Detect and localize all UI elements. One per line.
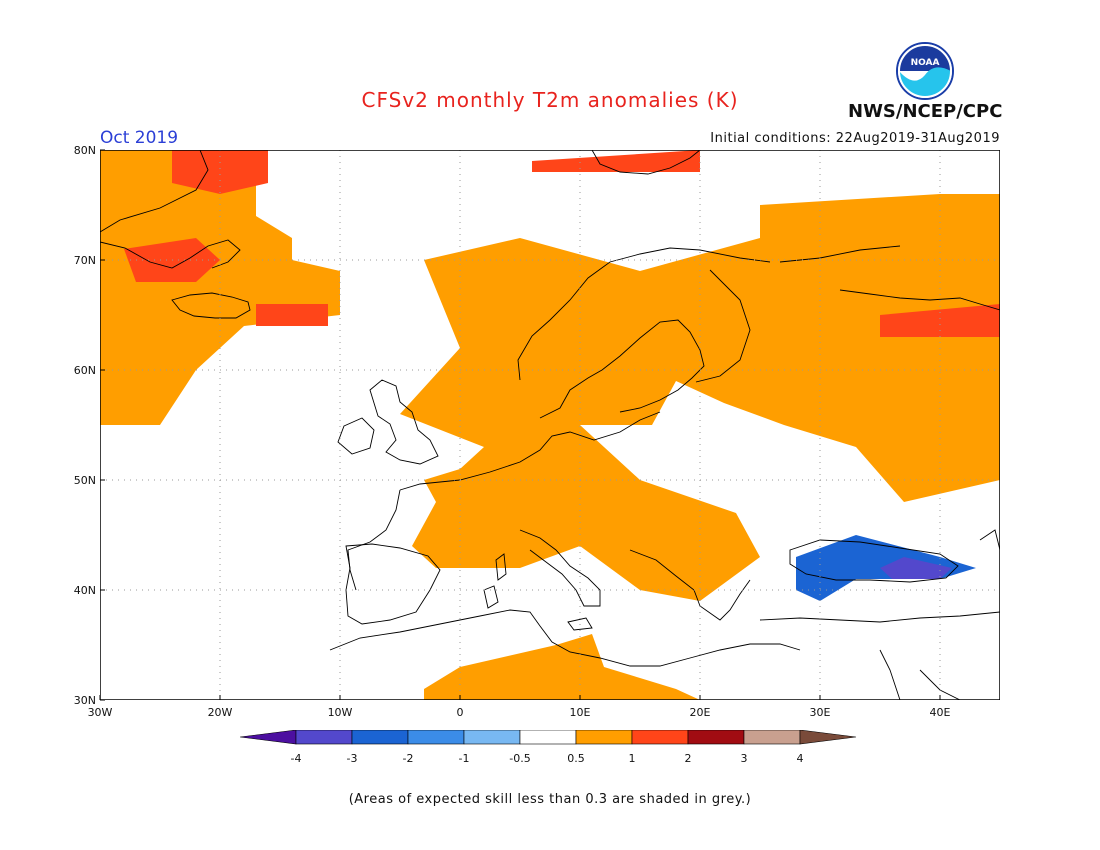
colorbar-upper-arrow bbox=[799, 730, 857, 745]
lat-tick-label: 80N bbox=[74, 144, 96, 157]
colorbar-swatch bbox=[463, 730, 521, 745]
anomaly-region-4 bbox=[880, 557, 952, 579]
colorbar-swatch bbox=[295, 730, 353, 745]
colorbar: -4 -3 -2 -1 -0.5 0.5 1 2 3 4 bbox=[240, 730, 857, 765]
colorbar-label: -0.5 bbox=[509, 752, 530, 765]
valid-month: Oct 2019 bbox=[100, 128, 179, 148]
hot-spot-4 bbox=[532, 150, 700, 172]
lon-tick-label: 30E bbox=[810, 706, 831, 719]
lon-tick-label: 30W bbox=[88, 706, 113, 719]
colorbar-label: 1 bbox=[629, 752, 636, 765]
colorbar-swatch bbox=[743, 730, 801, 745]
lon-tick-label: 0 bbox=[457, 706, 464, 719]
hot-spot-0 bbox=[172, 150, 268, 194]
initial-conditions: Initial conditions: 22Aug2019-31Aug2019 bbox=[710, 131, 1000, 146]
lon-tick-label: 40E bbox=[930, 706, 951, 719]
colorbar-swatch bbox=[351, 730, 409, 745]
lon-tick-label: 20E bbox=[690, 706, 711, 719]
lon-tick-label: 10E bbox=[570, 706, 591, 719]
colorbar-label: -1 bbox=[459, 752, 470, 765]
coastlines bbox=[100, 150, 1000, 700]
anomaly-region-2 bbox=[424, 634, 700, 700]
hot-spot-3 bbox=[880, 304, 1000, 337]
noaa-logo-text: NOAA bbox=[911, 58, 940, 68]
colorbar-label: 4 bbox=[797, 752, 804, 765]
colorbar-swatch bbox=[519, 730, 577, 745]
colorbar-label: -2 bbox=[403, 752, 414, 765]
anomaly-regions bbox=[100, 150, 1000, 700]
colorbar-label: 0.5 bbox=[567, 752, 585, 765]
anomaly-region-0 bbox=[100, 150, 340, 425]
lon-tick-label: 10W bbox=[328, 706, 353, 719]
lat-tick-label: 70N bbox=[74, 254, 96, 267]
map-title: CFSv2 monthly T2m anomalies (K) bbox=[361, 88, 739, 112]
lon-tick-label: 20W bbox=[208, 706, 233, 719]
colorbar-swatch bbox=[687, 730, 745, 745]
skill-note: (Areas of expected skill less than 0.3 a… bbox=[348, 792, 752, 807]
colorbar-label: -4 bbox=[291, 752, 302, 765]
colorbar-label: 3 bbox=[741, 752, 748, 765]
lat-tick-label: 40N bbox=[74, 584, 96, 597]
colorbar-label: -3 bbox=[347, 752, 358, 765]
hot-spot-2 bbox=[256, 304, 328, 326]
colorbar-lower-arrow bbox=[240, 730, 297, 745]
lat-tick-label: 60N bbox=[74, 364, 96, 377]
graticule bbox=[100, 150, 1000, 700]
anomaly-map bbox=[100, 150, 1000, 700]
colorbar-label: 2 bbox=[685, 752, 692, 765]
noaa-logo: NOAA bbox=[896, 42, 954, 100]
lat-tick-label: 30N bbox=[74, 694, 96, 707]
colorbar-swatch bbox=[631, 730, 689, 745]
organization-label: NWS/NCEP/CPC bbox=[848, 101, 1003, 122]
anomaly-region-1 bbox=[400, 194, 1000, 601]
colorbar-swatch bbox=[407, 730, 465, 745]
colorbar-swatch bbox=[575, 730, 633, 745]
lat-tick-label: 50N bbox=[74, 474, 96, 487]
